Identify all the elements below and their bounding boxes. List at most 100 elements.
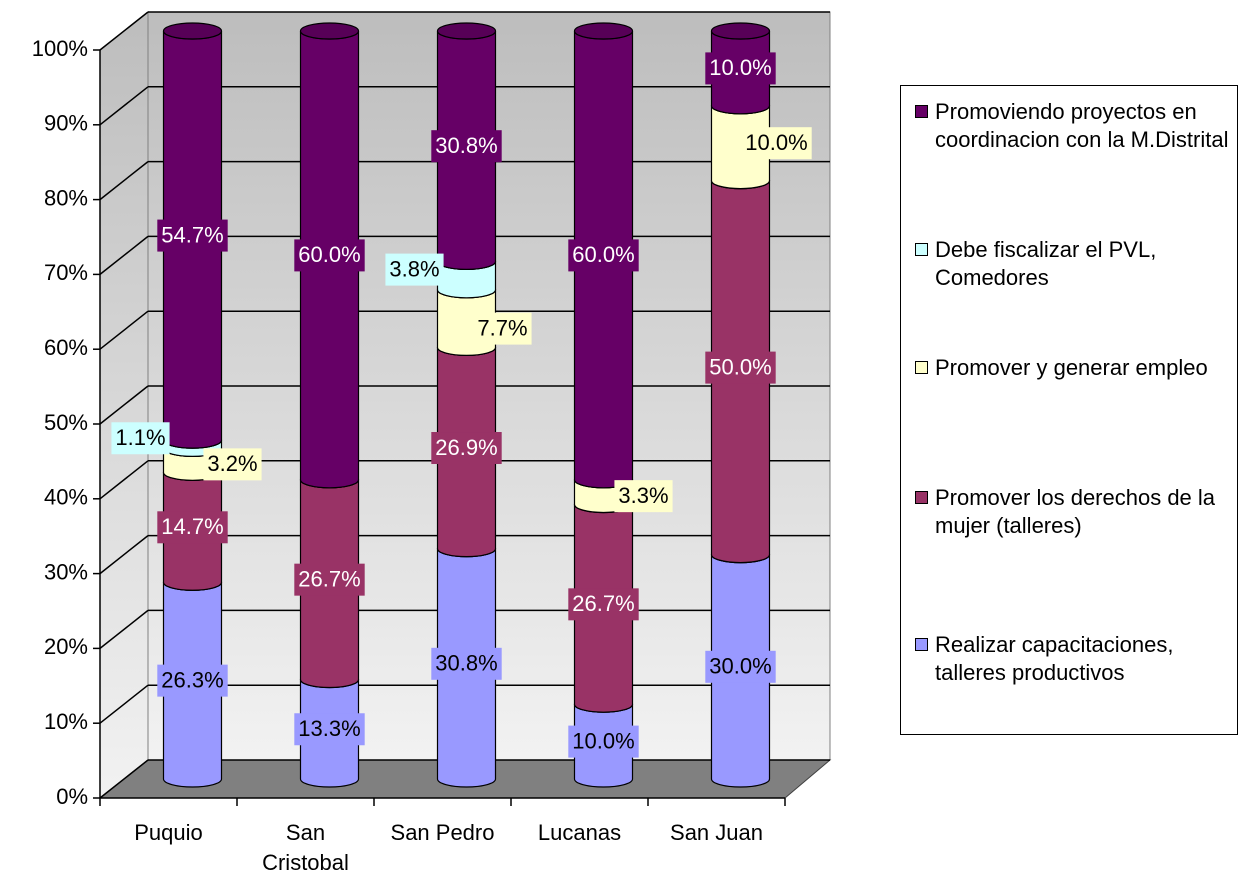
- x-tick-label: Lucanas: [537, 820, 622, 845]
- data-label-text: 3.2%: [207, 451, 257, 476]
- legend-item: Promover y generar empleo: [915, 354, 1237, 382]
- y-tick-label: 10%: [44, 709, 88, 734]
- data-label: 26.3%: [157, 664, 228, 697]
- data-label: 3.2%: [203, 448, 262, 481]
- x-tick-label: San Pedro: [390, 820, 495, 845]
- bar-top: [299, 22, 360, 40]
- bar-top: [162, 22, 223, 40]
- data-label-text: 1.1%: [115, 425, 165, 450]
- data-label-text: 13.3%: [298, 716, 360, 741]
- data-label: 54.7%: [157, 219, 228, 252]
- grid-line: [99, 460, 149, 500]
- data-label-box: [568, 725, 639, 758]
- legend-swatch: [915, 361, 928, 374]
- data-label-text: 3.8%: [389, 256, 439, 281]
- legend-label: Debe fiscalizar el PVL, Comedores: [935, 237, 1157, 290]
- data-label-text: 14.7%: [161, 514, 223, 539]
- data-label-text: 26.7%: [298, 566, 360, 591]
- data-label-box: [705, 650, 776, 683]
- x-tick-label: San Cristobal: [262, 820, 349, 875]
- y-tick-label: 50%: [44, 410, 88, 435]
- grid-line: [99, 759, 149, 799]
- data-label-text: 30.8%: [435, 133, 497, 158]
- data-label: 60.0%: [294, 239, 365, 272]
- data-label: 26.9%: [431, 432, 502, 465]
- data-label-text: 60.0%: [298, 242, 360, 267]
- bar-top: [436, 22, 497, 40]
- data-label-box: [294, 563, 365, 596]
- y-tick-label: 60%: [44, 335, 88, 360]
- data-label-box: [705, 351, 776, 384]
- data-label-box: [294, 713, 365, 746]
- data-label-box: [473, 312, 532, 345]
- grid-line: [99, 310, 149, 350]
- data-label-box: [741, 127, 812, 160]
- data-label-box: [431, 647, 502, 680]
- data-label: 10.0%: [741, 127, 812, 160]
- grid-line: [99, 235, 149, 275]
- data-label-text: 3.3%: [618, 483, 668, 508]
- legend-label: Promoviendo proyectos en coordinacion co…: [935, 99, 1229, 152]
- data-label: 13.3%: [294, 713, 365, 746]
- legend-swatch: [915, 638, 928, 651]
- data-label-text: 7.7%: [477, 315, 527, 340]
- grid-line: [99, 684, 149, 724]
- data-label-box: [705, 52, 776, 85]
- grid-line: [99, 535, 149, 575]
- y-tick-label: 70%: [44, 260, 88, 285]
- legend-swatch: [915, 243, 928, 256]
- legend-label: Promover los derechos de la mujer (talle…: [935, 485, 1216, 538]
- data-label-text: 26.7%: [572, 591, 634, 616]
- data-label-box: [568, 588, 639, 621]
- data-label-box: [203, 448, 262, 481]
- data-label-text: 50.0%: [709, 354, 771, 379]
- bar-top: [710, 22, 771, 40]
- data-label-box: [431, 432, 502, 465]
- y-tick-label: 30%: [44, 559, 88, 584]
- y-tick-label: 80%: [44, 185, 88, 210]
- data-label-box: [111, 422, 170, 455]
- data-label: 30.8%: [431, 130, 502, 163]
- grid-line: [99, 86, 149, 126]
- data-label-text: 10.0%: [709, 55, 771, 80]
- legend-label: Promover y generar empleo: [935, 355, 1208, 380]
- grid-line: [99, 11, 149, 51]
- data-label-text: 60.0%: [572, 242, 634, 267]
- data-label: 30.0%: [705, 650, 776, 683]
- y-tick-label: 20%: [44, 634, 88, 659]
- x-tick-label: San Juan: [670, 820, 763, 845]
- data-label: 60.0%: [568, 239, 639, 272]
- data-label: 26.7%: [568, 588, 639, 621]
- legend-swatch: [915, 491, 928, 504]
- data-label-text: 54.7%: [161, 222, 223, 247]
- data-label: 3.3%: [614, 480, 673, 513]
- data-label-text: 26.3%: [161, 667, 223, 692]
- legend-item: Promover los derechos de la mujer (talle…: [915, 484, 1237, 540]
- legend: Realizar capacitaciones, talleres produc…: [900, 85, 1238, 735]
- data-label: 14.7%: [157, 511, 228, 544]
- data-label-box: [294, 239, 365, 272]
- data-label-box: [431, 130, 502, 163]
- x-tick-label: Puquio: [134, 820, 203, 845]
- data-label-text: 10.0%: [745, 130, 807, 155]
- grid-line: [99, 385, 149, 425]
- data-label: 10.0%: [705, 52, 776, 85]
- data-label-box: [157, 664, 228, 697]
- legend-item: Promoviendo proyectos en coordinacion co…: [915, 98, 1237, 154]
- data-label-box: [157, 219, 228, 252]
- data-label: 10.0%: [568, 725, 639, 758]
- data-label: 30.8%: [431, 647, 502, 680]
- data-label: 7.7%: [473, 312, 532, 345]
- data-label-box: [385, 253, 444, 286]
- bar-top: [573, 22, 634, 40]
- legend-label: Realizar capacitaciones, talleres produc…: [935, 632, 1174, 685]
- data-label-text: 30.8%: [435, 651, 497, 676]
- data-label: 1.1%: [111, 422, 170, 455]
- legend-swatch: [915, 105, 928, 118]
- data-label-box: [568, 239, 639, 272]
- data-label: 26.7%: [294, 563, 365, 596]
- data-label-text: 10.0%: [572, 728, 634, 753]
- data-label-box: [614, 480, 673, 513]
